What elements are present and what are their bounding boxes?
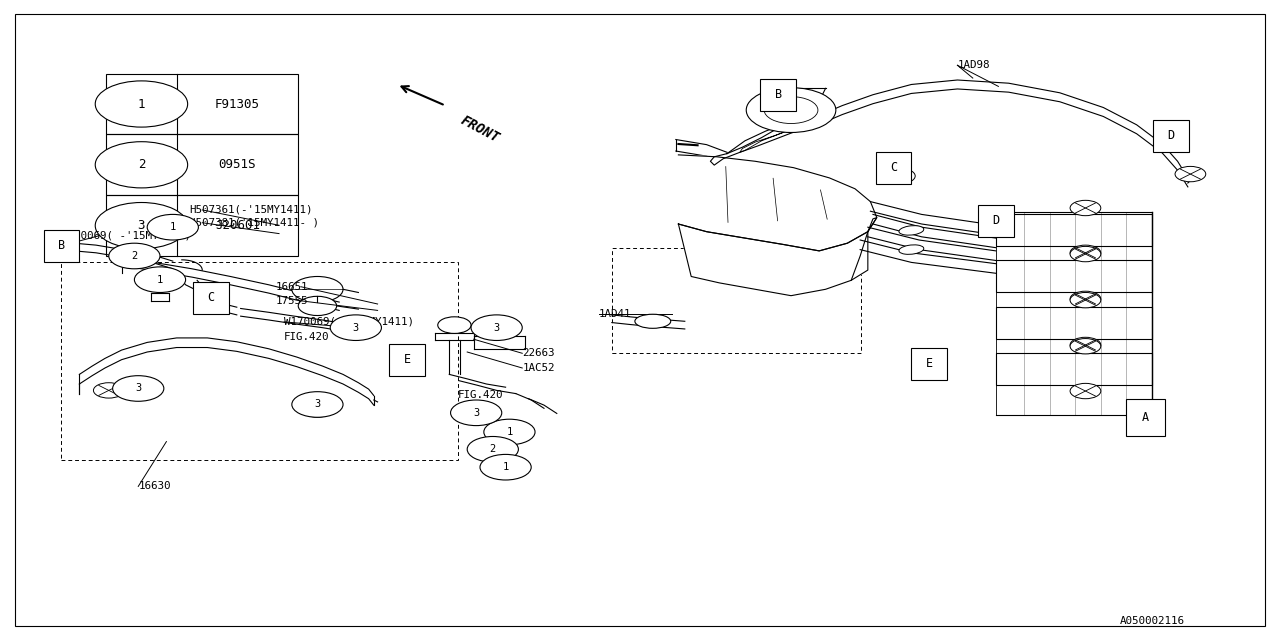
Bar xyxy=(106,195,298,256)
Text: 2: 2 xyxy=(490,444,495,454)
Text: 16630: 16630 xyxy=(138,481,170,492)
Circle shape xyxy=(1070,337,1101,353)
Text: 1AD98: 1AD98 xyxy=(957,60,989,70)
Text: W170069( -'15MY1411): W170069( -'15MY1411) xyxy=(284,317,415,327)
Text: A050002116: A050002116 xyxy=(1120,616,1185,626)
Circle shape xyxy=(298,296,337,316)
Ellipse shape xyxy=(635,314,671,328)
Circle shape xyxy=(302,402,333,417)
Circle shape xyxy=(746,88,836,132)
Circle shape xyxy=(147,214,198,240)
Circle shape xyxy=(1175,166,1206,182)
Text: FRONT: FRONT xyxy=(458,113,502,145)
Circle shape xyxy=(481,320,512,335)
Text: 2: 2 xyxy=(138,158,145,172)
Text: H507361(-'15MY1411): H507361(-'15MY1411) xyxy=(189,205,312,215)
Circle shape xyxy=(95,81,188,127)
Circle shape xyxy=(292,276,343,302)
Bar xyxy=(61,262,458,460)
Circle shape xyxy=(1070,200,1101,216)
Ellipse shape xyxy=(899,226,924,235)
Bar xyxy=(760,79,796,111)
Text: 3: 3 xyxy=(494,323,499,333)
Circle shape xyxy=(93,383,124,398)
Bar xyxy=(996,353,1152,385)
Bar xyxy=(911,348,947,380)
Circle shape xyxy=(438,317,471,333)
Circle shape xyxy=(95,141,188,188)
Circle shape xyxy=(1070,383,1101,399)
Text: 22663: 22663 xyxy=(522,348,554,358)
Text: B: B xyxy=(58,239,65,252)
Circle shape xyxy=(330,315,381,340)
Text: D: D xyxy=(992,214,1000,227)
Circle shape xyxy=(471,315,522,340)
Text: 1: 1 xyxy=(507,427,512,437)
Text: 3: 3 xyxy=(353,323,358,333)
Text: C: C xyxy=(207,291,215,304)
Circle shape xyxy=(467,436,518,462)
Text: 1: 1 xyxy=(503,462,508,472)
Bar xyxy=(996,307,1152,339)
Text: H507381('15MY1411- ): H507381('15MY1411- ) xyxy=(189,218,320,228)
Text: FIG.420: FIG.420 xyxy=(458,390,504,400)
Text: FIG.420: FIG.420 xyxy=(284,332,330,342)
Bar xyxy=(106,74,298,134)
Text: E: E xyxy=(403,353,411,366)
Circle shape xyxy=(980,218,1011,233)
Circle shape xyxy=(1070,291,1101,307)
Circle shape xyxy=(1070,246,1101,262)
Circle shape xyxy=(134,267,186,292)
Text: 2: 2 xyxy=(132,251,137,261)
Text: W170069( -'15MY1411): W170069( -'15MY1411) xyxy=(61,230,192,241)
Text: 0951S: 0951S xyxy=(219,158,256,172)
Text: J20601: J20601 xyxy=(215,219,260,232)
Text: 3: 3 xyxy=(138,219,145,232)
Circle shape xyxy=(292,392,343,417)
Bar xyxy=(996,214,1152,246)
Bar xyxy=(193,282,229,314)
Text: 1: 1 xyxy=(170,222,175,232)
Text: 1AC52: 1AC52 xyxy=(522,363,554,373)
Bar xyxy=(106,134,298,195)
Text: E: E xyxy=(925,357,933,370)
Text: C: C xyxy=(890,161,897,174)
Ellipse shape xyxy=(899,245,924,254)
Text: 17555: 17555 xyxy=(275,296,307,306)
Circle shape xyxy=(1070,292,1101,308)
Text: A: A xyxy=(1142,411,1149,424)
Bar xyxy=(996,260,1152,292)
Text: F91305: F91305 xyxy=(215,97,260,111)
Text: D: D xyxy=(1167,129,1175,142)
Text: 3: 3 xyxy=(315,399,320,410)
Bar xyxy=(1126,399,1165,436)
Polygon shape xyxy=(678,224,868,296)
Text: 3: 3 xyxy=(474,408,479,418)
Circle shape xyxy=(884,168,915,184)
Bar xyxy=(389,344,425,376)
Text: B: B xyxy=(774,88,782,101)
Bar xyxy=(1153,120,1189,152)
Text: 1AD41: 1AD41 xyxy=(599,308,631,319)
Bar xyxy=(978,205,1014,237)
Bar xyxy=(612,248,861,353)
Bar xyxy=(44,230,79,262)
Circle shape xyxy=(480,454,531,480)
Polygon shape xyxy=(678,155,877,251)
Circle shape xyxy=(1070,245,1101,260)
Circle shape xyxy=(1070,339,1101,354)
Circle shape xyxy=(113,376,164,401)
Polygon shape xyxy=(710,115,826,165)
Bar xyxy=(876,152,911,184)
Circle shape xyxy=(95,202,188,249)
Circle shape xyxy=(484,419,535,445)
Text: 3: 3 xyxy=(136,383,141,394)
Circle shape xyxy=(451,400,502,426)
Text: 1: 1 xyxy=(157,275,163,285)
Circle shape xyxy=(340,320,371,335)
Circle shape xyxy=(109,243,160,269)
Text: 1: 1 xyxy=(138,97,145,111)
Text: 16651: 16651 xyxy=(275,282,307,292)
Circle shape xyxy=(764,97,818,124)
